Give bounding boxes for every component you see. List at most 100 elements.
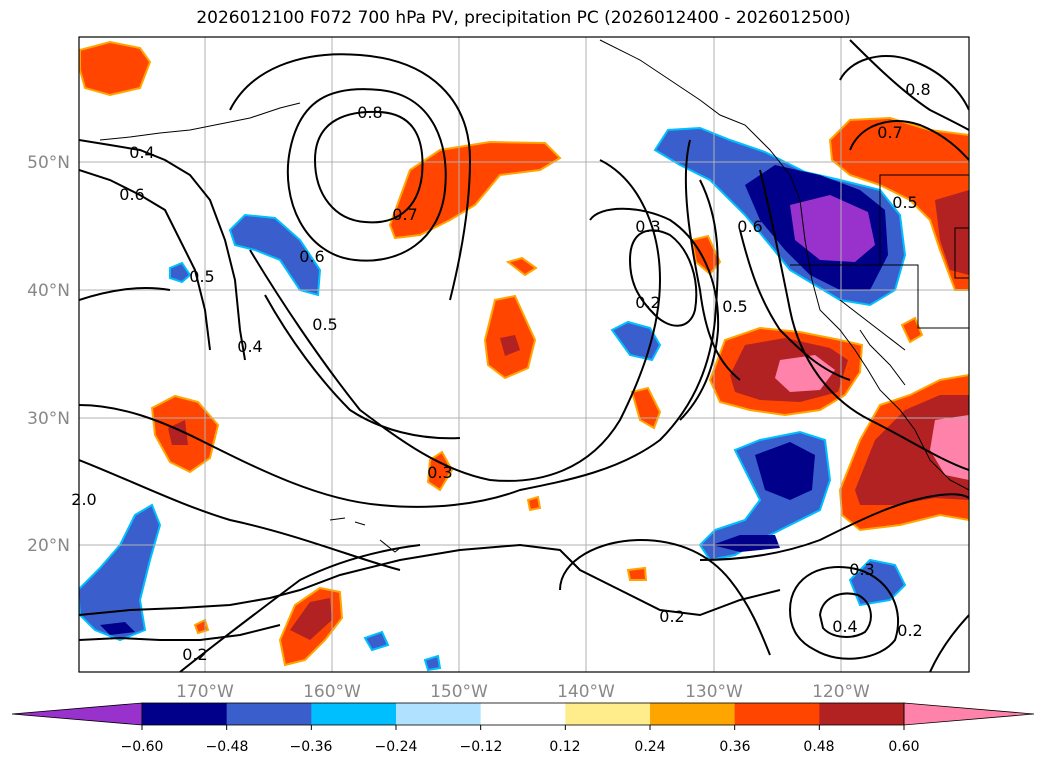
contour-line [589, 207, 720, 421]
lon-label: 170°W [176, 682, 234, 702]
contour-label: 0.4 [129, 143, 154, 162]
contour-label: 2.0 [71, 490, 96, 509]
gridlines [79, 37, 969, 672]
precip-anomaly-negative [169, 261, 192, 284]
lat-label: 40°N [27, 281, 70, 301]
contour-line [739, 229, 851, 381]
contour-line [79, 139, 246, 361]
precip-anomaly-positive [426, 450, 454, 492]
contour-line [264, 294, 461, 440]
lon-label: 150°W [430, 682, 488, 702]
precip-anomaly-negative [363, 630, 390, 652]
colorbar-segment [734, 703, 820, 725]
colorbar-tick-label: −0.12 [460, 739, 503, 755]
state-border [790, 174, 969, 266]
colorbar-tick-labels: −0.60 −0.48 −0.36 −0.24 −0.12 0.12 0.24 … [121, 739, 920, 755]
contour-line [839, 55, 969, 111]
contour-label: 0.3 [427, 463, 452, 482]
precipitation-shading [79, 40, 969, 672]
contour-line [79, 543, 781, 617]
lon-label: 130°W [685, 682, 743, 702]
precip-anomaly-positive [505, 256, 538, 277]
colorbar-tick-label: −0.60 [121, 739, 164, 755]
contour-label: 0.2 [659, 607, 684, 626]
contour-line [628, 229, 698, 327]
longitude-labels: 170°W 160°W 150°W 140°W 130°W 120°W [176, 682, 870, 702]
contour-line [249, 159, 662, 482]
contour-line [559, 538, 771, 656]
precip-anomaly-positive [79, 40, 152, 97]
colorbar-segment [311, 703, 397, 725]
precip-anomaly-positive [900, 316, 924, 344]
colorbar-segment [819, 703, 905, 725]
contour-line [79, 169, 211, 351]
lon-label: 160°W [303, 682, 361, 702]
contour-line [179, 544, 421, 672]
contour-label: 0.5 [189, 267, 214, 286]
colorbar-segment [396, 703, 482, 725]
contour-label: 0.4 [237, 337, 262, 356]
contour-label: 0.8 [357, 103, 382, 122]
colorbar-tick-label: −0.36 [290, 739, 333, 755]
colorbar-segment [142, 703, 228, 725]
precip-anomaly-strong [168, 420, 188, 445]
contour-line [929, 614, 969, 672]
precip-anomaly-strong [935, 190, 969, 275]
colorbar-extend-low [11, 702, 143, 726]
coastline-baja [859, 329, 906, 386]
contour-label: 0.2 [897, 621, 922, 640]
colorbar-tick-label: −0.24 [375, 739, 418, 755]
colorbar-tick-label: 0.24 [634, 739, 665, 755]
map-frame [78, 36, 970, 673]
colorbar-tick-label: 0.60 [888, 739, 919, 755]
state-border [954, 227, 969, 279]
precip-anomaly-strong-negative [755, 442, 815, 500]
colorbar-ticks [141, 725, 905, 730]
colorbar-tick-label: −0.48 [206, 739, 249, 755]
precip-anomaly-strong-negative [100, 622, 135, 635]
precip-anomaly-very-strong-negative [790, 195, 875, 262]
latitude-labels: 50°N 40°N 30°N 20°N [27, 153, 70, 556]
contour-line [849, 39, 969, 131]
colorbar-extend-high [903, 702, 1035, 726]
precip-anomaly-negative [423, 654, 442, 672]
colorbar-tick-label: 0.12 [549, 739, 580, 755]
colorbar-segments [142, 703, 905, 725]
contour-line [849, 120, 969, 161]
colorbar-segment [480, 703, 566, 725]
precip-anomaly-very-strong [930, 415, 969, 480]
coastline-alaska [599, 39, 969, 491]
colorbar-tick-label: 0.36 [719, 739, 750, 755]
contour-line [818, 592, 872, 638]
pv-contours [79, 39, 969, 672]
contour-label: 0.5 [892, 193, 917, 212]
contour-label: 0.6 [119, 185, 144, 204]
contour-line [684, 139, 741, 381]
precip-anomaly-positive [526, 495, 542, 512]
contour-label: 0.6 [299, 247, 324, 266]
contour-line [229, 53, 472, 301]
precip-anomaly-strong [500, 335, 520, 356]
contour-label: 0.7 [392, 205, 417, 224]
contour-line [79, 179, 719, 508]
contour-label: 0.4 [832, 617, 857, 636]
colorbar-tick-label: 0.48 [803, 739, 834, 755]
state-border [839, 299, 906, 351]
coastlines [99, 39, 969, 553]
contour-label: 0.5 [722, 297, 747, 316]
precip-anomaly-negative [228, 213, 322, 297]
lat-label: 30°N [27, 409, 70, 429]
state-border [880, 264, 969, 329]
precip-anomaly-positive [690, 234, 722, 276]
contour-line [699, 493, 969, 561]
precip-anomaly-positive [388, 140, 562, 240]
aleutians [99, 102, 301, 141]
contour-line [286, 88, 447, 262]
map-title: 2026012100 F072 700 hPa PV, precipitatio… [196, 8, 851, 28]
contour-labels: 0.8 0.4 0.6 0.7 0.6 0.5 0.5 0.4 0.3 0.2 … [71, 80, 930, 664]
precip-anomaly-positive [828, 116, 969, 291]
lon-label: 140°W [557, 682, 615, 702]
colorbar-segment [226, 703, 312, 725]
contour-line [313, 110, 424, 224]
